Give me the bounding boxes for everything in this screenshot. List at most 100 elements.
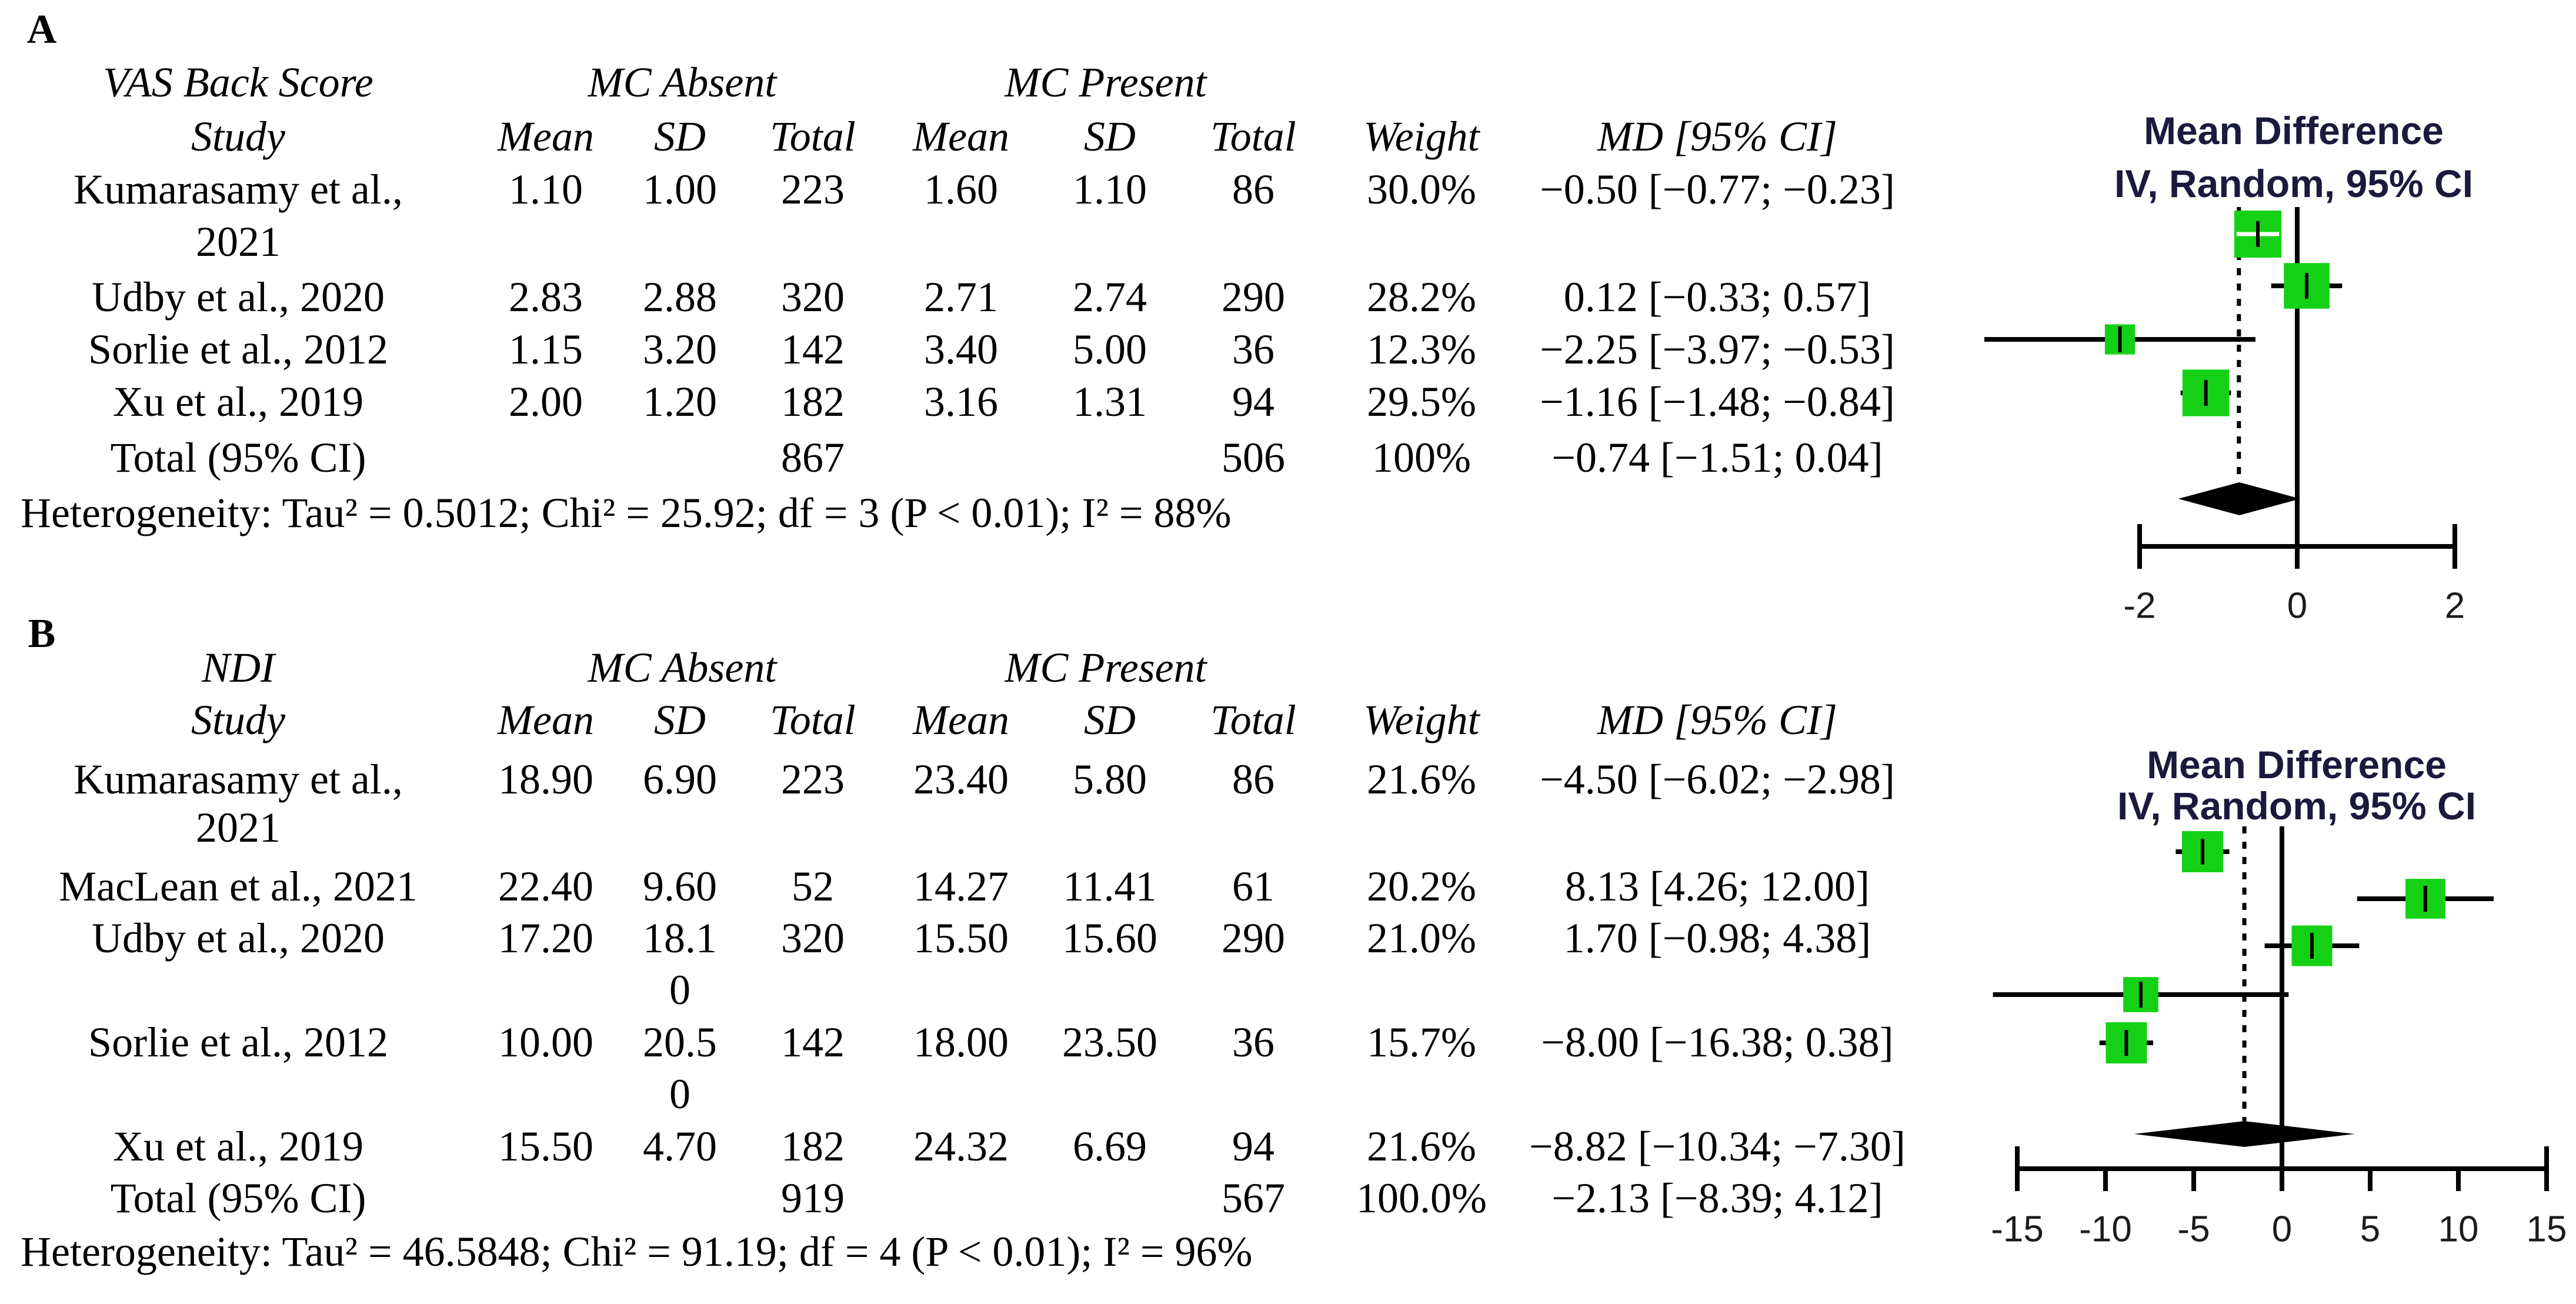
col-header-total: Total — [1210, 696, 1296, 743]
mean-present-value: 18.00 — [913, 1019, 1009, 1066]
weight-value: 28.2% — [1367, 274, 1476, 321]
heterogeneity-line: Heterogeneity: Tau² = 0.5012; Chi² = 25.… — [21, 489, 1232, 536]
forest-a-axis-tick-label: 2 — [2445, 586, 2465, 626]
total-present-sum: 506 — [1222, 434, 1285, 481]
sd-present-value: 2.74 — [1073, 274, 1147, 321]
forest-a-point-estimate-tick — [2204, 380, 2208, 406]
weight-value: 21.0% — [1367, 915, 1476, 962]
panel-b-label: B — [28, 611, 56, 656]
sd-absent-value: 1.20 — [643, 378, 717, 425]
weight-value: 21.6% — [1367, 756, 1476, 803]
sd-absent-value: 18.1 — [643, 915, 717, 962]
mean-absent-value: 17.20 — [498, 915, 593, 962]
sd-absent-value: 2.88 — [643, 274, 717, 321]
forest-b-axis-tick-label: -5 — [2177, 1209, 2210, 1250]
mean-absent-value: 1.10 — [509, 166, 583, 213]
study-name: Kumarasamy et al., — [74, 166, 403, 213]
col-header-mean: Mean — [913, 113, 1009, 160]
total-present-value: 36 — [1232, 326, 1274, 373]
sd-absent-value: 9.60 — [643, 863, 717, 910]
total-present-value: 94 — [1232, 378, 1274, 425]
mean-present-value: 3.16 — [924, 378, 998, 425]
col-header-total: Total — [770, 696, 856, 743]
col-header-weight: Weight — [1363, 113, 1480, 160]
sd-present-value: 15.60 — [1062, 915, 1157, 962]
forest-b-subtitle: IV, Random, 95% CI — [2117, 784, 2476, 828]
total-absent-value: 142 — [781, 326, 845, 373]
forest-b-axis-tick-label: -10 — [2079, 1209, 2132, 1250]
forest-a-title: Mean Difference — [2144, 109, 2444, 152]
group-header-mc-present: MC Present — [1005, 644, 1207, 691]
forest-b-axis-tick-label: 0 — [2272, 1209, 2292, 1250]
study-name: Kumarasamy et al., — [74, 756, 403, 803]
md-ci-value: −1.16 [−1.48; −0.84] — [1540, 378, 1895, 425]
weight-value: 21.6% — [1367, 1123, 1476, 1170]
col-header-study: Study — [191, 113, 285, 160]
forest-b-title: Mean Difference — [2147, 743, 2447, 786]
mean-absent-value: 2.00 — [509, 378, 583, 425]
forest-a-point-estimate-tick — [2305, 273, 2309, 299]
total-present-value: 290 — [1222, 274, 1285, 321]
forest-b-axis-tick-label: 15 — [2527, 1209, 2567, 1250]
weight-value: 20.2% — [1367, 863, 1476, 910]
sd-present-value: 5.80 — [1073, 756, 1147, 803]
sd-absent-wrap: 0 — [669, 966, 690, 1013]
md-ci-value: −8.00 [−16.38; 0.38] — [1541, 1019, 1894, 1066]
total-md-ci: −2.13 [−8.39; 4.12] — [1551, 1175, 1883, 1222]
total-present-sum: 567 — [1222, 1175, 1285, 1222]
study-name: MacLean et al., 2021 — [59, 863, 418, 910]
mean-present-value: 3.40 — [924, 326, 998, 373]
total-row-label: Total (95% CI) — [110, 1175, 366, 1222]
mean-absent-value: 2.83 — [509, 274, 583, 321]
weight-value: 30.0% — [1367, 166, 1476, 213]
group-header-mc-absent: MC Absent — [588, 644, 777, 691]
mean-absent-value: 22.40 — [498, 863, 593, 910]
sd-present-value: 1.10 — [1073, 166, 1147, 213]
study-name-wrap: 2021 — [196, 218, 281, 265]
mean-absent-value: 10.00 — [498, 1019, 593, 1066]
study-name: Xu et al., 2019 — [113, 378, 363, 425]
total-present-value: 290 — [1222, 915, 1285, 962]
md-ci-value: 1.70 [−0.98; 4.38] — [1563, 915, 1871, 962]
col-header-mean: Mean — [498, 113, 594, 160]
col-header-sd: SD — [654, 113, 706, 160]
study-name: Xu et al., 2019 — [113, 1123, 363, 1170]
forest-b-pooled-diamond — [2134, 1121, 2355, 1147]
md-ci-value: −0.50 [−0.77; −0.23] — [1540, 166, 1895, 213]
total-absent-value: 223 — [781, 756, 845, 803]
study-name-wrap: 2021 — [196, 804, 281, 851]
sd-absent-value: 1.00 — [643, 166, 717, 213]
sd-absent-value: 4.70 — [643, 1123, 717, 1170]
col-header-total: Total — [770, 113, 856, 160]
outcome-label: NDI — [202, 644, 275, 691]
mean-absent-value: 15.50 — [498, 1123, 593, 1170]
forest-b-axis-tick-label: 10 — [2438, 1209, 2479, 1250]
total-present-value: 86 — [1232, 756, 1274, 803]
total-absent-value: 320 — [781, 274, 845, 321]
md-ci-value: −8.82 [−10.34; −7.30] — [1529, 1123, 1906, 1170]
total-absent-value: 320 — [781, 915, 845, 962]
forest-a-pooled-diamond — [2178, 482, 2301, 515]
md-ci-value: 8.13 [4.26; 12.00] — [1565, 863, 1870, 910]
study-name: Udby et al., 2020 — [92, 915, 385, 962]
total-row-label: Total (95% CI) — [110, 434, 366, 481]
forest-a-axis-tick-label: -2 — [2123, 586, 2155, 626]
col-header-mean: Mean — [913, 696, 1009, 743]
total-absent-value: 182 — [781, 1123, 845, 1170]
total-absent-value: 52 — [792, 863, 834, 910]
md-ci-value: −4.50 [−6.02; −2.98] — [1540, 756, 1895, 803]
forest-a-point-estimate-tick — [2118, 326, 2122, 352]
sd-present-value: 5.00 — [1073, 326, 1147, 373]
col-header-sd: SD — [654, 696, 706, 743]
weight-value: 29.5% — [1367, 378, 1476, 425]
total-weight: 100.0% — [1356, 1175, 1487, 1222]
total-absent-sum: 919 — [781, 1175, 845, 1222]
col-header-study: Study — [191, 696, 285, 743]
study-name: Sorlie et al., 2012 — [88, 326, 388, 373]
panel-a-label: A — [26, 7, 57, 52]
total-absent-value: 142 — [781, 1019, 845, 1066]
mean-present-value: 1.60 — [924, 166, 998, 213]
col-header-md-ci: MD [95% CI] — [1597, 113, 1837, 160]
forest-b-axis-tick-label: -15 — [1991, 1209, 2044, 1250]
